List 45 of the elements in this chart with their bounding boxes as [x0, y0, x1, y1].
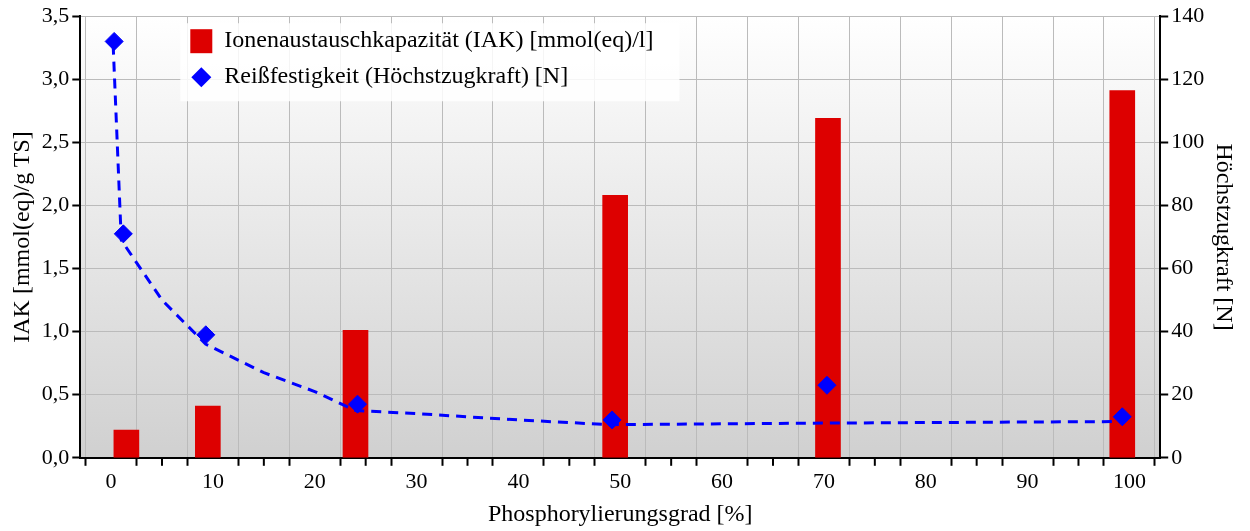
y-tick-label: 0,5: [41, 380, 70, 406]
y2-axis-title: Höchstzugkraft [N]: [1212, 143, 1239, 331]
y-tick-label: 3,5: [41, 1, 70, 27]
x-tick-label: 0: [105, 467, 117, 493]
bar: [815, 118, 841, 458]
y-tick-label: 0,0: [41, 443, 70, 469]
x-tick-label: 70: [812, 467, 835, 493]
point: [1112, 407, 1132, 427]
y2-tick-label: 140: [1171, 1, 1205, 27]
x-tick-label: 100: [1112, 467, 1146, 493]
y-tick-label: 1,0: [41, 317, 70, 343]
bar: [1109, 90, 1136, 458]
y2-tick-label: 120: [1171, 65, 1205, 91]
bar: [195, 405, 221, 458]
x-axis-title: Phosphorylierungsgrad [%]: [487, 499, 753, 526]
x-tick-label: 30: [405, 467, 428, 493]
point: [602, 410, 622, 430]
y2-tick-label: 0: [1171, 443, 1183, 469]
y2-tick-label: 80: [1171, 191, 1194, 217]
bar: [342, 330, 369, 458]
y-tick-label: 1,5: [41, 254, 70, 280]
y2-tick-label: 40: [1171, 317, 1194, 343]
x-tick-label: 50: [609, 467, 632, 493]
point: [196, 325, 216, 345]
y-tick-label: 3,0: [41, 65, 70, 91]
point: [348, 394, 368, 414]
x-tick-label: 40: [507, 467, 530, 493]
bar: [602, 195, 628, 458]
y2-tick-label: 20: [1171, 380, 1194, 406]
x-tick-label: 20: [303, 467, 326, 493]
point: [817, 375, 837, 395]
x-tick-label: 90: [1016, 467, 1039, 493]
bar: [113, 429, 140, 458]
x-tick-label: 80: [914, 467, 937, 493]
y-tick-label: 2,0: [41, 191, 70, 217]
y-axis-title: IAK [mmol(eq)/g TS]: [7, 131, 34, 343]
point: [113, 224, 133, 244]
point: [104, 31, 124, 51]
x-tick-label: 60: [711, 467, 734, 493]
legend-label: Ionenaustauschkapazität (IAK) [mmol(eq)/l]: [224, 26, 654, 53]
y2-tick-label: 100: [1171, 128, 1205, 154]
x-tick-label: 10: [201, 467, 224, 493]
y2-tick-label: 60: [1171, 254, 1194, 280]
legend-label: Reißfestigkeit (Höchstzugkraft) [N]: [224, 62, 569, 89]
y-tick-label: 2,5: [41, 128, 70, 154]
